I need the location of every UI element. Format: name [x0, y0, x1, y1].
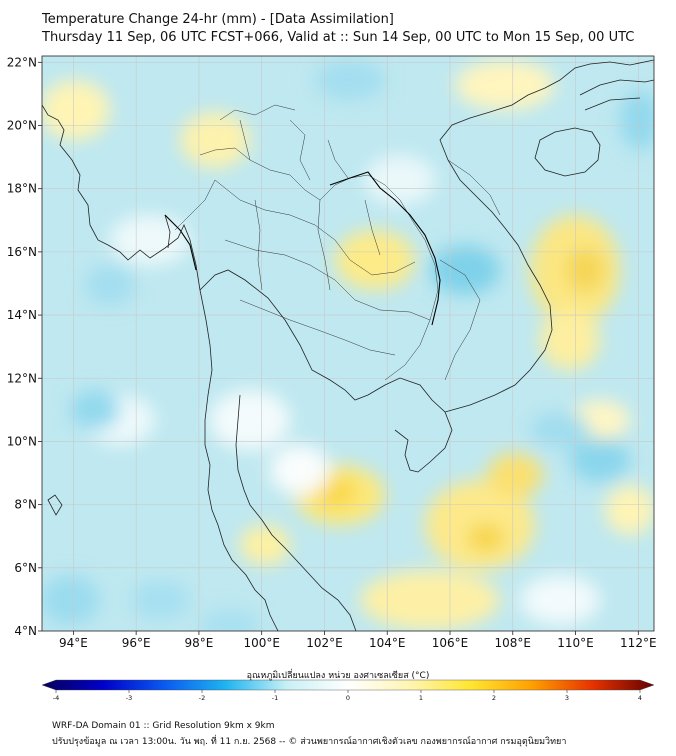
graticule	[42, 56, 654, 631]
coastlines	[42, 59, 654, 631]
lon-tick-label: 108°E	[495, 636, 532, 650]
lon-tick-label: 112°E	[620, 636, 657, 650]
colorbar-label: อุณหภูมิเปลี่ยนแปลง หน่วย องศาเซลเซียส (…	[246, 671, 430, 681]
lat-tick-label: 22°N	[7, 55, 37, 69]
colorbar-tick-label: 0	[346, 694, 350, 702]
colorbar-tick-label: -2	[199, 694, 205, 702]
colorbar-tick-label: 1	[419, 694, 423, 702]
lat-tick-label: 16°N	[7, 245, 37, 259]
colorbar-tick-label: -3	[126, 694, 132, 702]
temperature-change-map: 94°E 96°E 98°E 100°E 102°E 104°E 106°E 108°E 110…	[7, 55, 657, 702]
lat-tick-label: 12°N	[7, 371, 37, 385]
lat-tick-label: 18°N	[7, 182, 37, 196]
colorbar-tick-label: -4	[53, 694, 59, 702]
colorbar-tick-label: 4	[638, 694, 642, 702]
lon-tick-label: 106°E	[432, 636, 469, 650]
lat-tick-label: 8°N	[14, 498, 37, 512]
admin-borders	[174, 104, 501, 381]
lat-tick-label: 4°N	[14, 624, 37, 638]
colorbar-tick-label: 3	[565, 694, 569, 702]
colorbar-ticks: -4 -3 -2 -1 0 1 2 3 4	[53, 690, 642, 702]
lon-tick-label: 98°E	[184, 636, 213, 650]
footer-line-1: WRF-DA Domain 01 :: Grid Resolution 9km …	[52, 721, 275, 731]
colorbar-tick-label: 2	[492, 694, 496, 702]
lat-tick-label: 6°N	[14, 561, 37, 575]
lon-tick-label: 110°E	[557, 636, 594, 650]
lon-tick-label: 102°E	[306, 636, 343, 650]
colorbar: -4 -3 -2 -1 0 1 2 3 4	[41, 679, 655, 702]
longitude-ticks: 94°E 96°E 98°E 100°E 102°E 104°E 106°E 108°E 110…	[59, 631, 657, 650]
map-frame	[41, 55, 655, 632]
colorbar-tick-label: -1	[272, 694, 278, 702]
lon-tick-label: 94°E	[59, 636, 88, 650]
lat-tick-label: 10°N	[7, 434, 37, 448]
lat-tick-label: 20°N	[7, 119, 37, 133]
lon-tick-label: 96°E	[122, 636, 151, 650]
chart-title: Temperature Change 24-hr (mm) - [Data As…	[42, 12, 394, 27]
lat-tick-label: 14°N	[7, 308, 37, 322]
latitude-ticks: 22°N 20°N 18°N 16°N 14°N 12°N 10°N 8°N 6°N 4°N	[7, 55, 42, 638]
lon-tick-label: 104°E	[369, 636, 406, 650]
footer-line-2: ปรับปรุงข้อมูล ณ เวลา 13:00น. วัน พฤ. ที…	[52, 737, 567, 747]
temperature-field	[42, 60, 654, 631]
national-borders	[164, 171, 441, 326]
chart-subtitle: Thursday 11 Sep, 06 UTC FCST+066, Valid …	[42, 30, 635, 45]
lon-tick-label: 100°E	[243, 636, 280, 650]
map-plot-area	[42, 56, 654, 631]
